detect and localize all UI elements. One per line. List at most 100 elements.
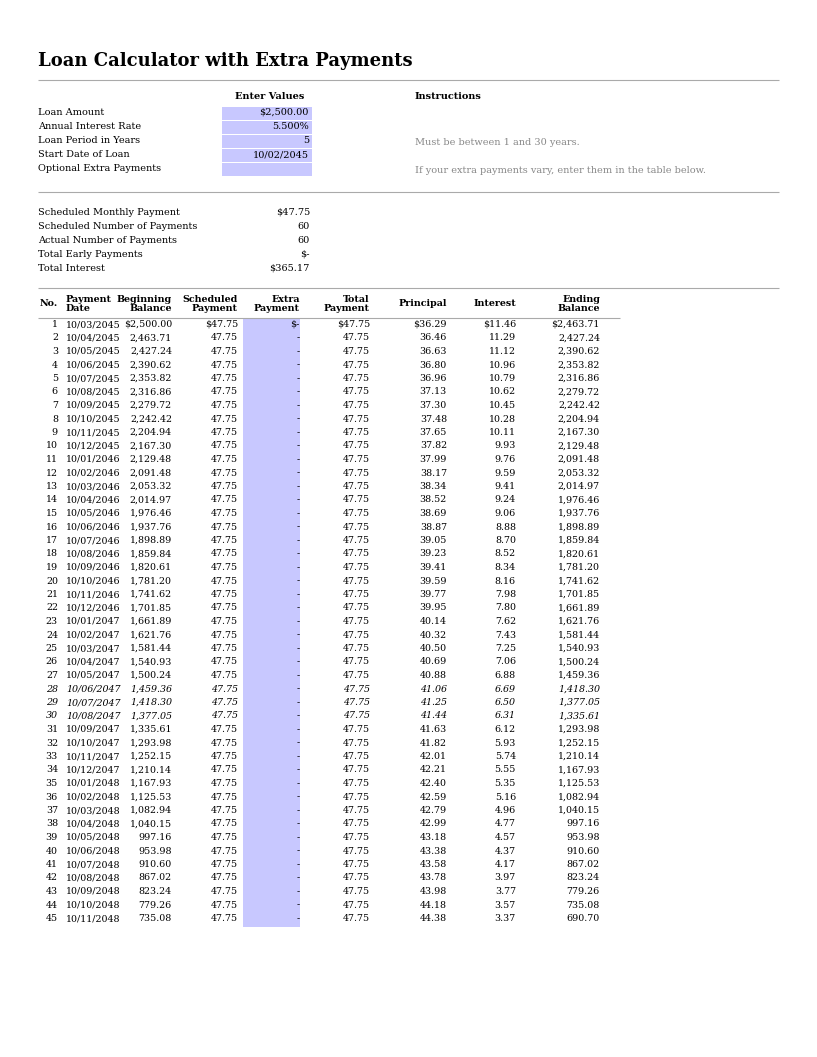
Text: 40: 40: [46, 847, 58, 855]
Text: 47.75: 47.75: [211, 496, 238, 504]
Text: 47.75: 47.75: [343, 685, 370, 693]
Text: 38.34: 38.34: [420, 482, 447, 492]
Text: 1,976.46: 1,976.46: [130, 509, 172, 518]
Text: 47.75: 47.75: [343, 604, 370, 612]
Text: Payment: Payment: [254, 304, 300, 313]
Text: 10/04/2046: 10/04/2046: [66, 496, 121, 504]
Text: 39.05: 39.05: [420, 536, 447, 545]
Text: 47.75: 47.75: [343, 482, 370, 492]
Text: Principal: Principal: [399, 299, 447, 308]
Text: 41: 41: [46, 860, 58, 869]
Text: 2,316.86: 2,316.86: [558, 374, 600, 383]
Text: $47.75: $47.75: [205, 320, 238, 329]
Text: -: -: [297, 887, 300, 896]
Bar: [243, 643, 300, 656]
Text: 47.75: 47.75: [211, 806, 238, 815]
Text: 1,335.61: 1,335.61: [558, 711, 600, 721]
Bar: [243, 738, 300, 752]
Text: Payment: Payment: [66, 295, 112, 304]
Text: 1,701.85: 1,701.85: [558, 590, 600, 599]
Text: 47.75: 47.75: [211, 563, 238, 572]
Text: 1,040.15: 1,040.15: [130, 819, 172, 829]
Text: 10/08/2046: 10/08/2046: [66, 550, 121, 558]
Text: -: -: [297, 873, 300, 883]
Text: -: -: [297, 819, 300, 829]
Text: 2,167.30: 2,167.30: [558, 428, 600, 437]
Text: 47.75: 47.75: [343, 873, 370, 883]
Text: 1,661.89: 1,661.89: [130, 617, 172, 626]
Text: 10/02/2046: 10/02/2046: [66, 468, 121, 478]
Text: 10/08/2045: 10/08/2045: [66, 388, 121, 396]
Text: 5.74: 5.74: [495, 752, 516, 761]
Text: 1,701.85: 1,701.85: [130, 604, 172, 612]
Text: 38.87: 38.87: [420, 522, 447, 532]
Text: 47.75: 47.75: [211, 360, 238, 370]
Text: -: -: [297, 847, 300, 855]
Text: -: -: [297, 657, 300, 667]
Text: 37.99: 37.99: [420, 455, 447, 464]
Text: 47.75: 47.75: [343, 779, 370, 789]
Bar: [222, 135, 312, 148]
Text: 5.55: 5.55: [494, 765, 516, 775]
Text: 2,204.94: 2,204.94: [558, 414, 600, 424]
Text: 6.12: 6.12: [495, 725, 516, 734]
Text: 47.75: 47.75: [211, 887, 238, 896]
Text: -: -: [297, 914, 300, 923]
Bar: [243, 467, 300, 481]
Text: 1,661.89: 1,661.89: [558, 604, 600, 612]
Text: 47.75: 47.75: [211, 522, 238, 532]
Bar: [243, 387, 300, 400]
Text: 24: 24: [46, 630, 58, 639]
Text: 44.38: 44.38: [420, 914, 447, 923]
Text: 10/12/2047: 10/12/2047: [66, 765, 120, 775]
Text: 47.75: 47.75: [343, 630, 370, 639]
Text: 47.75: 47.75: [343, 563, 370, 572]
Text: 10/02/2045: 10/02/2045: [253, 150, 309, 159]
Text: -: -: [297, 374, 300, 383]
Bar: [222, 149, 312, 162]
Text: 44.18: 44.18: [420, 901, 447, 909]
Text: 37.48: 37.48: [420, 414, 447, 424]
Text: -: -: [297, 644, 300, 653]
Text: 42.21: 42.21: [420, 765, 447, 775]
Text: 47.75: 47.75: [343, 401, 370, 410]
Text: -: -: [297, 779, 300, 789]
Text: 10/06/2045: 10/06/2045: [66, 360, 121, 370]
Text: 5: 5: [303, 136, 309, 145]
Text: 10.11: 10.11: [489, 428, 516, 437]
Text: 1,540.93: 1,540.93: [130, 657, 172, 667]
Text: 2,353.82: 2,353.82: [558, 360, 600, 370]
Text: 10/07/2047: 10/07/2047: [66, 698, 120, 707]
Text: 2,014.97: 2,014.97: [130, 496, 172, 504]
Text: 1,937.76: 1,937.76: [130, 522, 172, 532]
Bar: [243, 319, 300, 333]
Text: 7.80: 7.80: [495, 604, 516, 612]
Bar: [243, 346, 300, 359]
Text: 2,091.48: 2,091.48: [558, 455, 600, 464]
Text: 1,252.15: 1,252.15: [558, 739, 600, 747]
Text: 8: 8: [52, 414, 58, 424]
Text: 37: 37: [46, 806, 58, 815]
Text: 10/10/2046: 10/10/2046: [66, 576, 121, 586]
Text: 47.75: 47.75: [343, 657, 370, 667]
Text: 7.43: 7.43: [495, 630, 516, 639]
Text: 1,167.93: 1,167.93: [558, 765, 600, 775]
Text: 47.75: 47.75: [343, 590, 370, 599]
Text: 47.75: 47.75: [343, 334, 370, 342]
Text: 10.62: 10.62: [489, 388, 516, 396]
Text: -: -: [297, 536, 300, 545]
Text: 3.97: 3.97: [495, 873, 516, 883]
Text: -: -: [297, 509, 300, 518]
Bar: [243, 441, 300, 455]
Text: -: -: [297, 671, 300, 680]
Text: 8.34: 8.34: [495, 563, 516, 572]
Text: 37.13: 37.13: [420, 388, 447, 396]
Text: 4.77: 4.77: [495, 819, 516, 829]
Text: 29: 29: [46, 698, 58, 707]
Text: -: -: [297, 360, 300, 370]
Text: 1,210.14: 1,210.14: [558, 752, 600, 761]
Text: 1,293.98: 1,293.98: [558, 725, 600, 734]
Text: 10.45: 10.45: [489, 401, 516, 410]
Text: Beginning: Beginning: [117, 295, 172, 304]
Text: 7.06: 7.06: [495, 657, 516, 667]
